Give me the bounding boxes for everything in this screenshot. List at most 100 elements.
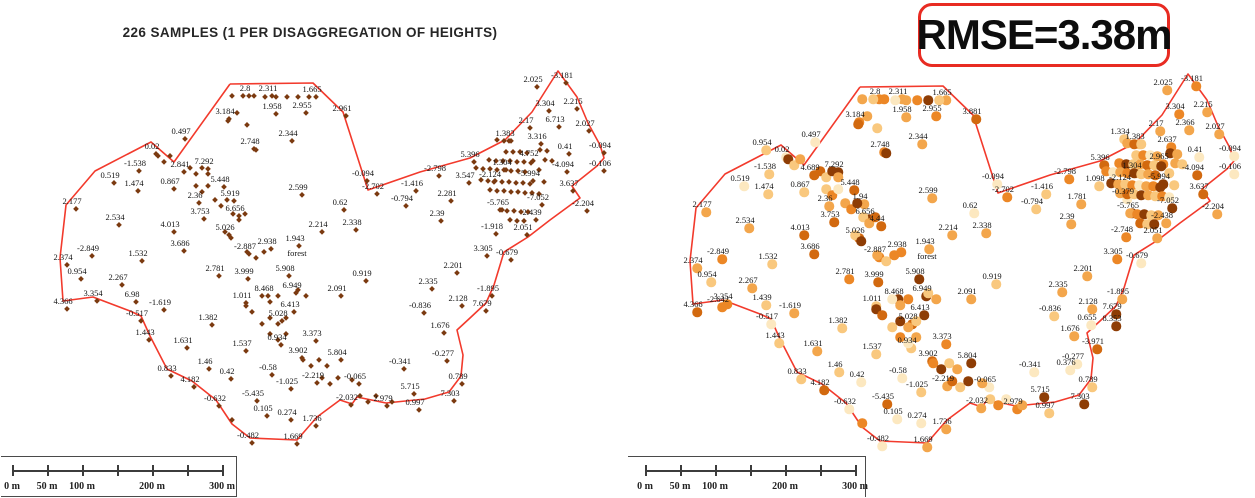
sample-circle (1065, 365, 1075, 375)
sample-circle (923, 288, 933, 298)
sample-label: 1.958 (262, 100, 282, 111)
sample-circle (966, 294, 976, 304)
sample-label: -5.994 (1148, 170, 1170, 181)
sample-label: 0.954 (67, 265, 87, 276)
sample-circle (922, 442, 932, 452)
sample-label: 2.344 (278, 127, 298, 138)
sample-label: 3.354 (713, 290, 733, 301)
scale-bar-tick (152, 465, 154, 476)
sample-circle (859, 199, 869, 209)
sample-label: 2.39 (1059, 210, 1075, 221)
sample-label: -0.58 (889, 364, 907, 375)
sample-circle (870, 212, 880, 222)
sample-label: 7.679 (472, 297, 492, 308)
boundary-outline (59, 70, 605, 441)
sample-circle (924, 244, 934, 254)
sample-circle (931, 111, 941, 121)
sample-label: 2.955 (292, 99, 312, 110)
sample-label: 2.781 (835, 265, 855, 276)
sample-circle (895, 332, 905, 342)
sample-circle (1057, 287, 1067, 297)
sample-circle (993, 400, 1003, 410)
scale-bar-label: 0 m (637, 481, 653, 492)
sample-label: 0.833 (787, 365, 807, 376)
sample-label: -2.702 (992, 183, 1014, 194)
sample-circle (1194, 152, 1204, 162)
sample-circle (795, 154, 805, 164)
sample-label: 4.013 (790, 221, 810, 232)
sample-circle (881, 256, 891, 266)
sample-circle (1125, 208, 1135, 218)
forest-annotation: forest (287, 247, 307, 258)
scale-bar-label: 300 m (842, 481, 868, 492)
sample-circle (1087, 382, 1097, 392)
sample-circle (871, 349, 881, 359)
sample-circle (821, 184, 831, 194)
sample-circle (834, 367, 844, 377)
sample-label: 0.954 (697, 268, 717, 279)
sample-label: -0.517 (126, 307, 148, 318)
sample-label: -0.106 (589, 157, 611, 168)
sample-circle (981, 228, 991, 238)
sample-circle (1152, 233, 1162, 243)
sample-circle (1177, 159, 1187, 169)
sample-label: 2.281 (437, 187, 457, 198)
sample-label: -5.765 (1117, 199, 1139, 210)
sample-label: 1.334 (1110, 125, 1130, 136)
sample-circle (1169, 180, 1179, 190)
sample-circle (892, 414, 902, 424)
sample-label: 1.011 (232, 289, 252, 300)
sample-circle (934, 95, 944, 105)
scale-bar-tick (750, 465, 752, 476)
sample-label: 2.8 (239, 82, 251, 93)
sample-label: -2.798 (424, 162, 446, 173)
sample-circle (1172, 149, 1182, 159)
sample-circle (837, 323, 847, 333)
sample-label: -0.632 (834, 395, 856, 406)
sample-circle (911, 332, 921, 342)
sample-circle (1157, 191, 1167, 201)
sample-label: 4.689 (800, 161, 820, 172)
sample-label: 1.537 (232, 337, 252, 348)
sample-circle (722, 299, 732, 309)
sample-label: -0.482 (867, 432, 889, 443)
sample-circle (985, 394, 995, 404)
sample-label: 2.599 (918, 184, 938, 195)
sample-circle (963, 376, 973, 386)
sample-circle (1064, 174, 1074, 184)
sample-label: -2.748 (1111, 223, 1133, 234)
sample-label: 0.997 (405, 396, 425, 407)
sample-circle (1129, 139, 1139, 149)
sample-circle (879, 94, 889, 104)
sample-circle (1111, 309, 1121, 319)
sample-label: 2.637 (1157, 133, 1177, 144)
sample-label: 5.715 (400, 380, 420, 391)
sample-circle (874, 94, 884, 104)
sample-circle (796, 374, 806, 384)
sample-label: 3.316 (527, 130, 547, 141)
sample-label: 3.547 (455, 169, 475, 180)
sample-circle (1136, 139, 1146, 149)
scale-bar-label: 0 m (4, 481, 20, 492)
sample-label: -0.836 (409, 299, 431, 310)
sample-label: -1.895 (477, 282, 499, 293)
sample-label: 1.736 (932, 415, 952, 426)
sample-label: 5.448 (210, 173, 230, 184)
sample-label: 1.669 (913, 433, 933, 444)
rmse-value: RMSE=3.38m (916, 11, 1173, 58)
sample-circle (919, 310, 929, 320)
sample-label: 2.534 (105, 211, 125, 222)
sample-label: 1.46 (827, 358, 843, 369)
sample-label: 1.098 (1085, 172, 1105, 183)
sample-label: -0.341 (1019, 358, 1041, 369)
sample-label: -0.065 (974, 373, 996, 384)
sample-label: 0.274 (277, 406, 297, 417)
sample-label: 2.215 (563, 95, 583, 106)
sample-label: 2.091 (327, 282, 347, 293)
sample-circle (833, 172, 843, 182)
sample-circle (1191, 81, 1201, 91)
sample-label: 1.631 (173, 334, 193, 345)
sample-label: 3.354 (83, 287, 103, 298)
sample-circle (1192, 170, 1202, 180)
sample-circle (810, 137, 820, 147)
